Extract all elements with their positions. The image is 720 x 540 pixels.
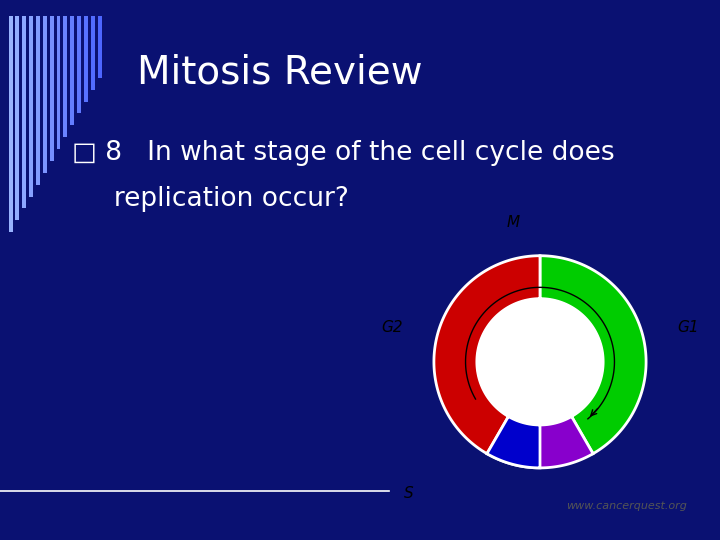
Polygon shape bbox=[487, 416, 593, 468]
Text: G2: G2 bbox=[382, 320, 403, 335]
Bar bbox=[50, 16, 53, 161]
Bar bbox=[16, 16, 19, 220]
Text: □ 8   In what stage of the cell cycle does: □ 8 In what stage of the cell cycle does bbox=[72, 140, 615, 166]
Text: www.cancerquest.org: www.cancerquest.org bbox=[566, 501, 686, 511]
Bar bbox=[57, 16, 60, 149]
Polygon shape bbox=[540, 256, 646, 454]
Text: G1: G1 bbox=[677, 320, 698, 335]
Text: M: M bbox=[507, 215, 520, 231]
Bar bbox=[29, 16, 33, 197]
Bar bbox=[22, 16, 26, 208]
Bar bbox=[98, 16, 102, 78]
Bar bbox=[63, 16, 68, 137]
Bar bbox=[70, 16, 74, 125]
Bar bbox=[77, 16, 81, 113]
Text: S: S bbox=[404, 485, 413, 501]
Text: replication occur?: replication occur? bbox=[72, 186, 349, 212]
Polygon shape bbox=[434, 256, 540, 454]
Bar bbox=[43, 16, 47, 173]
Polygon shape bbox=[487, 416, 540, 468]
Bar bbox=[36, 16, 40, 185]
Text: Mitosis Review: Mitosis Review bbox=[137, 54, 423, 92]
Bar bbox=[9, 16, 13, 232]
Circle shape bbox=[477, 299, 603, 425]
Bar bbox=[91, 16, 95, 90]
Bar bbox=[84, 16, 88, 102]
